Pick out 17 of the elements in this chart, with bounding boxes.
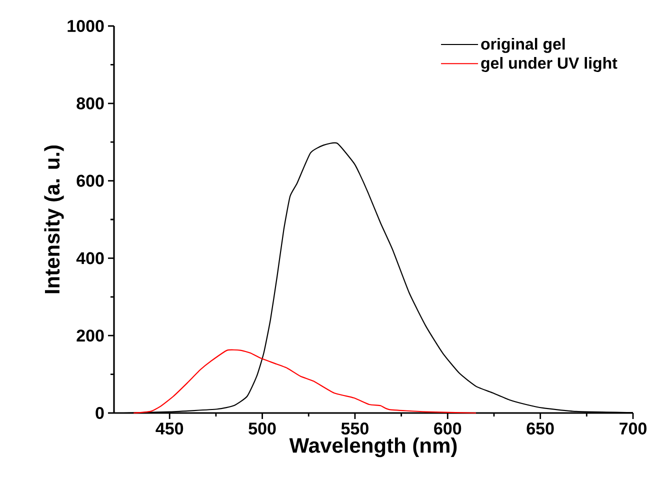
x-tick-label: 700 — [620, 422, 646, 435]
line-series — [133, 349, 477, 414]
x-tick-label: 600 — [434, 422, 462, 435]
x-axis-title: Wavelength (nm) — [289, 437, 457, 458]
y-tick-label: 0 — [96, 406, 104, 420]
x-tick-label: 550 — [341, 422, 368, 435]
y-axis-title: Intensity (a. u.) — [44, 145, 64, 294]
x-tick-label: 650 — [526, 422, 554, 435]
y-tick-label: 800 — [76, 97, 104, 110]
legend-label: gel under UV light — [481, 57, 618, 72]
legend-label: original gel — [481, 38, 565, 53]
x-tick-label: 500 — [248, 422, 276, 435]
y-tick-label: 200 — [76, 330, 104, 342]
y-tick-label: 1000 — [68, 20, 104, 32]
y-tick-label: 400 — [76, 252, 104, 264]
x-tick-label: 450 — [156, 422, 184, 435]
y-tick-label: 600 — [76, 174, 104, 187]
